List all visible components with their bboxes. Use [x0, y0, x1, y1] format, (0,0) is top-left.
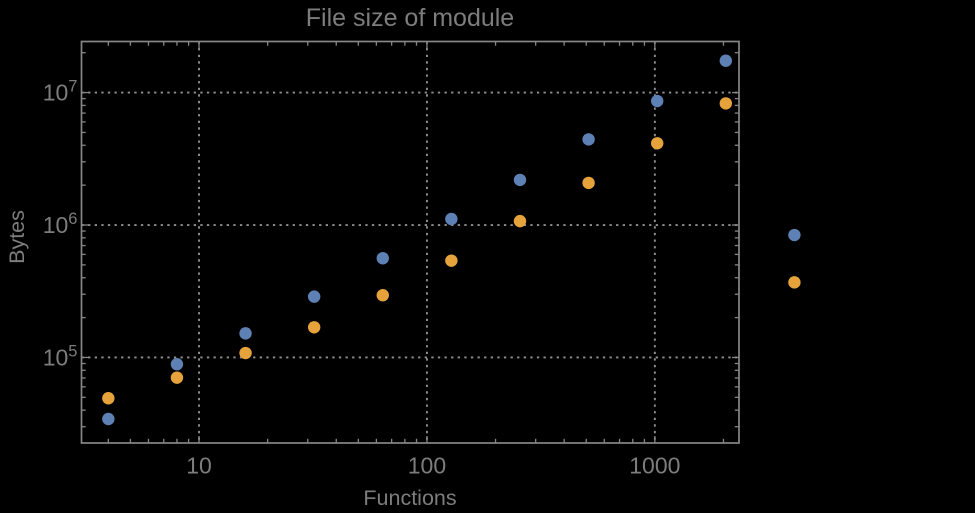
x-tick-label: 100: [408, 453, 446, 479]
axis-ticks: [81, 41, 739, 443]
data-point-series-2-orange: [582, 176, 595, 190]
y-tick-label: 106: [43, 209, 78, 238]
data-point-series-1-blue: [513, 173, 527, 187]
x-tick-labels: 10 100 1000: [186, 453, 680, 479]
data-point-series-1-blue: [170, 358, 184, 371]
plot-frame: [80, 40, 740, 444]
y-axis-label: Bytes: [5, 210, 29, 264]
data-point-series-1-blue: [582, 133, 595, 146]
data-point-series-1-blue: [307, 290, 321, 303]
data-point-series-2-orange: [650, 137, 664, 150]
data-point-series-1-blue: [376, 252, 389, 265]
y-tick-label: 107: [43, 77, 78, 106]
data-point-series-1-blue: [445, 212, 458, 226]
data-point-series-1-blue: [650, 94, 664, 108]
x-tick-label: 10: [186, 453, 212, 479]
data-point-series-2-orange: [513, 214, 527, 228]
y-tick-labels: 105 106 107: [43, 77, 78, 371]
data-point-series-2-orange: [102, 392, 115, 405]
data-point-series-2-orange: [239, 346, 252, 360]
data-point-series-1-blue: [719, 54, 733, 67]
y-tick-label: 105: [43, 341, 78, 370]
gridlines: [81, 41, 739, 443]
x-axis-label: Functions: [363, 486, 456, 510]
data-point-series-2-orange: [170, 371, 184, 384]
data-point-series-2-orange: [307, 321, 321, 334]
data-point-series-2-orange: [719, 97, 733, 110]
data-points: [102, 54, 801, 426]
data-point-series-1-blue: [239, 327, 252, 340]
x-tick-label: 1000: [629, 453, 680, 479]
data-point-series-1-blue: [788, 228, 801, 242]
plot-title: File size of module: [306, 4, 514, 32]
data-point-series-2-orange: [376, 289, 389, 302]
data-point-series-2-orange: [788, 276, 801, 289]
data-point-series-2-orange: [445, 254, 458, 267]
data-point-series-1-blue: [102, 412, 115, 426]
